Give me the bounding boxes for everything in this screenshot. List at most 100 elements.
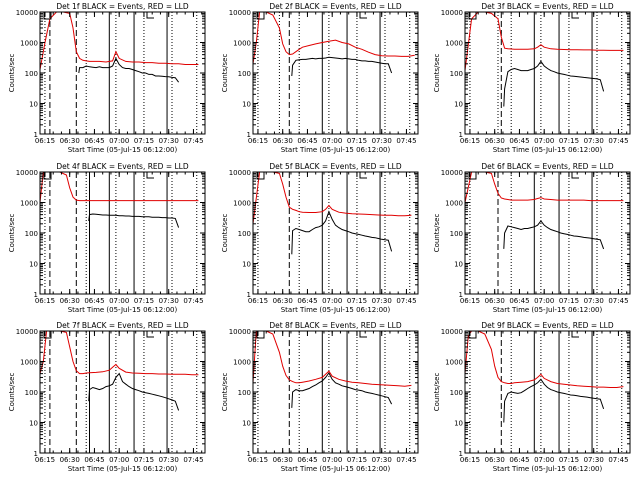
x-tick-label: 06:15: [248, 297, 268, 305]
x-tick-label: 06:45: [509, 297, 529, 305]
corner-marker: [468, 172, 477, 180]
x-tick-label: 07:15: [347, 137, 367, 145]
x-tick-label: 07:15: [559, 137, 579, 145]
y-tick-label: 10000: [16, 9, 38, 17]
x-tick-label: 06:30: [485, 137, 505, 145]
y-tick-label: 10000: [441, 169, 463, 177]
x-tick-label: 06:15: [35, 297, 55, 305]
series-events-line: [78, 57, 180, 83]
y-tick-label: 1: [459, 450, 463, 458]
x-tick-label: 07:00: [534, 137, 554, 145]
x-tick-label: 07:15: [134, 137, 154, 145]
panel-title: Det 1f BLACK = Events, RED = LLD: [56, 2, 189, 11]
series-lld-line: [253, 12, 415, 64]
x-tick-label: 06:45: [84, 137, 104, 145]
x-tick-label: 06:45: [297, 137, 317, 145]
x-tick-label: 07:45: [396, 456, 416, 464]
plot-frame: [464, 11, 631, 135]
y-tick-label: 1000: [445, 40, 463, 48]
x-tick-label: 07:45: [608, 456, 628, 464]
plot-frame: [464, 330, 631, 454]
corner-marker: [468, 12, 477, 20]
x-tick-label: 07:15: [347, 297, 367, 305]
panel-4: 1 10 100 1000 10000 06:15 06:30 06:45 07:00 07:15…: [8, 162, 206, 314]
corner-marker: [571, 12, 579, 19]
x-tick-label: 06:15: [35, 456, 55, 464]
y-axis-label: Counts/sec: [8, 373, 16, 412]
y-tick-label: 1000: [233, 200, 251, 208]
y-tick-label: 10: [29, 101, 38, 109]
y-tick-label: 100: [238, 389, 251, 397]
x-tick-label: 07:15: [134, 456, 154, 464]
y-tick-label: 100: [450, 230, 463, 238]
x-axis-label: Start Time (05-Jul-15 06:12:00): [68, 306, 178, 314]
x-tick-label: 06:15: [460, 137, 480, 145]
panel-title: Det 8f BLACK = Events, RED = LLD: [269, 321, 402, 330]
x-tick-label: 07:30: [159, 137, 179, 145]
panel-title: Det 9f BLACK = Events, RED = LLD: [481, 321, 614, 330]
series-lld-line: [465, 12, 624, 71]
panel-7: 1 10 100 1000 10000 06:15 06:30 06:45 07:00 07:15…: [8, 321, 206, 473]
y-tick-label: 1: [34, 131, 38, 139]
y-axis-label: Counts/sec: [433, 373, 441, 412]
y-tick-label: 1000: [445, 359, 463, 367]
series-lld-line: [40, 172, 199, 203]
x-tick-label: 07:30: [159, 456, 179, 464]
x-tick-label: 07:30: [372, 297, 392, 305]
x-axis-label: Start Time (05-Jul-15 06:12:00): [68, 146, 178, 154]
marker-lines: [44, 12, 198, 134]
x-tick-label: 07:45: [183, 137, 203, 145]
y-tick-label: 100: [238, 230, 251, 238]
panel-title: Det 6f BLACK = Events, RED = LLD: [481, 162, 614, 171]
x-tick-label: 07:15: [347, 456, 367, 464]
x-tick-label: 07:30: [584, 456, 604, 464]
panel-title: Det 7f BLACK = Events, RED = LLD: [56, 321, 189, 330]
corner-marker: [43, 172, 52, 180]
series-events-line: [503, 220, 605, 250]
x-tick-label: 06:30: [273, 456, 293, 464]
marker-lines: [257, 12, 411, 134]
x-tick-label: 06:45: [84, 456, 104, 464]
x-tick-label: 07:00: [322, 137, 342, 145]
y-tick-label: 1: [34, 291, 38, 299]
series-events-line: [291, 210, 393, 255]
series-events-line: [503, 60, 605, 107]
y-tick-label: 1: [247, 450, 251, 458]
x-tick-label: 07:00: [534, 456, 554, 464]
x-tick-label: 06:30: [60, 456, 80, 464]
series-events-line: [88, 372, 180, 411]
y-tick-label: 1: [459, 131, 463, 139]
y-tick-label: 10: [29, 420, 38, 428]
x-tick-label: 06:30: [485, 456, 505, 464]
marker-lines: [469, 12, 623, 134]
x-tick-label: 07:45: [396, 137, 416, 145]
y-tick-label: 100: [25, 389, 38, 397]
corner-marker: [359, 12, 367, 19]
marker-lines: [469, 331, 623, 453]
x-axis-label: Start Time (05-Jul-15 06:12:00): [281, 465, 391, 473]
marker-lines: [44, 331, 198, 453]
y-tick-label: 1000: [20, 200, 38, 208]
x-tick-label: 07:30: [372, 137, 392, 145]
plot-frame: [39, 11, 206, 135]
panel-title: Det 3f BLACK = Events, RED = LLD: [481, 2, 614, 11]
y-axis-label: Counts/sec: [221, 54, 229, 93]
y-axis-label: Counts/sec: [8, 214, 16, 253]
x-tick-label: 06:30: [485, 297, 505, 305]
x-tick-label: 07:15: [559, 456, 579, 464]
corner-marker: [256, 12, 265, 20]
x-tick-label: 07:15: [559, 297, 579, 305]
series-lld-line: [253, 331, 412, 387]
x-axis-label: Start Time (05-Jul-15 06:12:00): [493, 146, 603, 154]
y-tick-label: 10000: [16, 169, 38, 177]
x-tick-label: 07:45: [183, 456, 203, 464]
series-lld-line: [465, 172, 624, 203]
y-tick-label: 1: [34, 450, 38, 458]
panel-title: Det 4f BLACK = Events, RED = LLD: [56, 162, 189, 171]
x-tick-label: 07:15: [134, 297, 154, 305]
y-tick-label: 10: [242, 101, 251, 109]
y-tick-label: 100: [238, 70, 251, 78]
x-tick-label: 06:45: [297, 456, 317, 464]
panel-5: 1 10 100 1000 10000 06:15 06:30 06:45 07:00 07:15…: [221, 162, 419, 314]
y-tick-label: 100: [450, 70, 463, 78]
